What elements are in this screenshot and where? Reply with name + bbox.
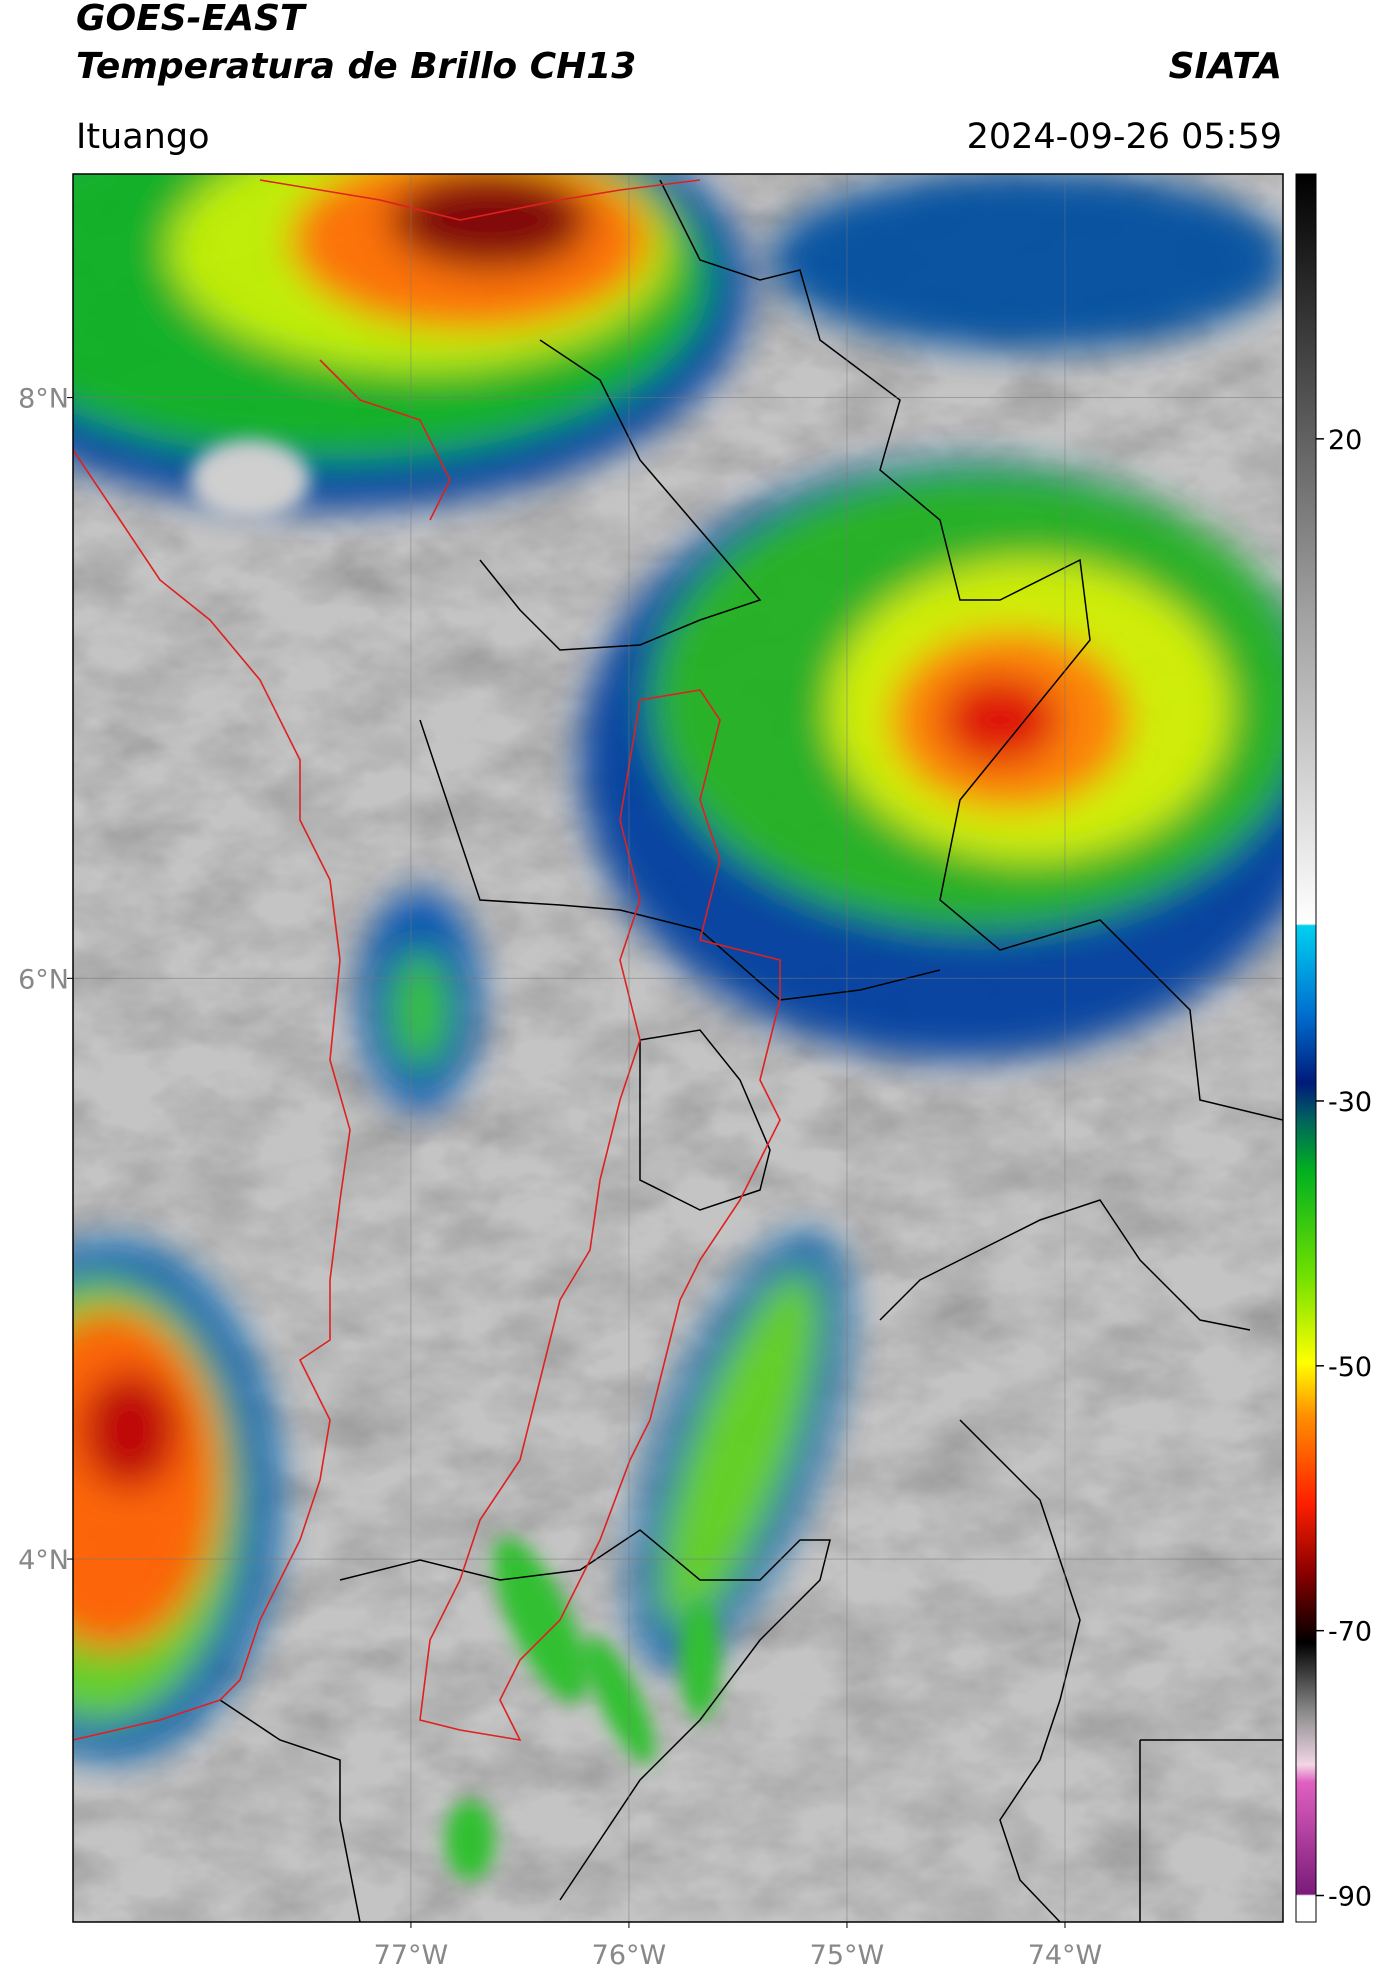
y-tick-label: 8°N — [18, 384, 69, 415]
x-tick-label: 74°W — [1028, 1940, 1103, 1971]
timestamp: 2024-09-26 05:59 — [967, 117, 1282, 157]
agency: SIATA — [1169, 46, 1282, 87]
title: GOES-EAST — [76, 0, 307, 39]
boundaries — [219, 179, 1283, 1922]
colorbar — [1295, 173, 1317, 1923]
y-tick-label: 4°N — [18, 1545, 69, 1576]
colorbar-tick-label: 20 — [1328, 425, 1362, 456]
region-boundaries — [73, 179, 781, 1742]
colorbar-tick-label: -70 — [1328, 1617, 1372, 1648]
subtitle: Temperatura de Brillo CH13 — [76, 46, 636, 87]
x-tick-label: 77°W — [374, 1940, 449, 1971]
grid — [73, 174, 1283, 1922]
satellite-image — [73, 174, 1283, 1922]
map-frame — [72, 173, 1284, 1923]
colorbar-tick-label: -30 — [1328, 1087, 1372, 1118]
y-tick-label: 6°N — [18, 964, 69, 995]
x-tick-label: 76°W — [592, 1940, 667, 1971]
colorbar-tick-label: -50 — [1328, 1352, 1372, 1383]
axes: 77°W 76°W 75°W 74°W 8°N 6°N 4°N — [18, 384, 1102, 1971]
location: Ituango — [76, 117, 210, 157]
x-tick-label: 75°W — [810, 1940, 885, 1971]
colorbar-ticks: 20 -30 -50 -70 -90 — [1316, 425, 1372, 1913]
colorbar-tick-label: -90 — [1328, 1882, 1372, 1913]
